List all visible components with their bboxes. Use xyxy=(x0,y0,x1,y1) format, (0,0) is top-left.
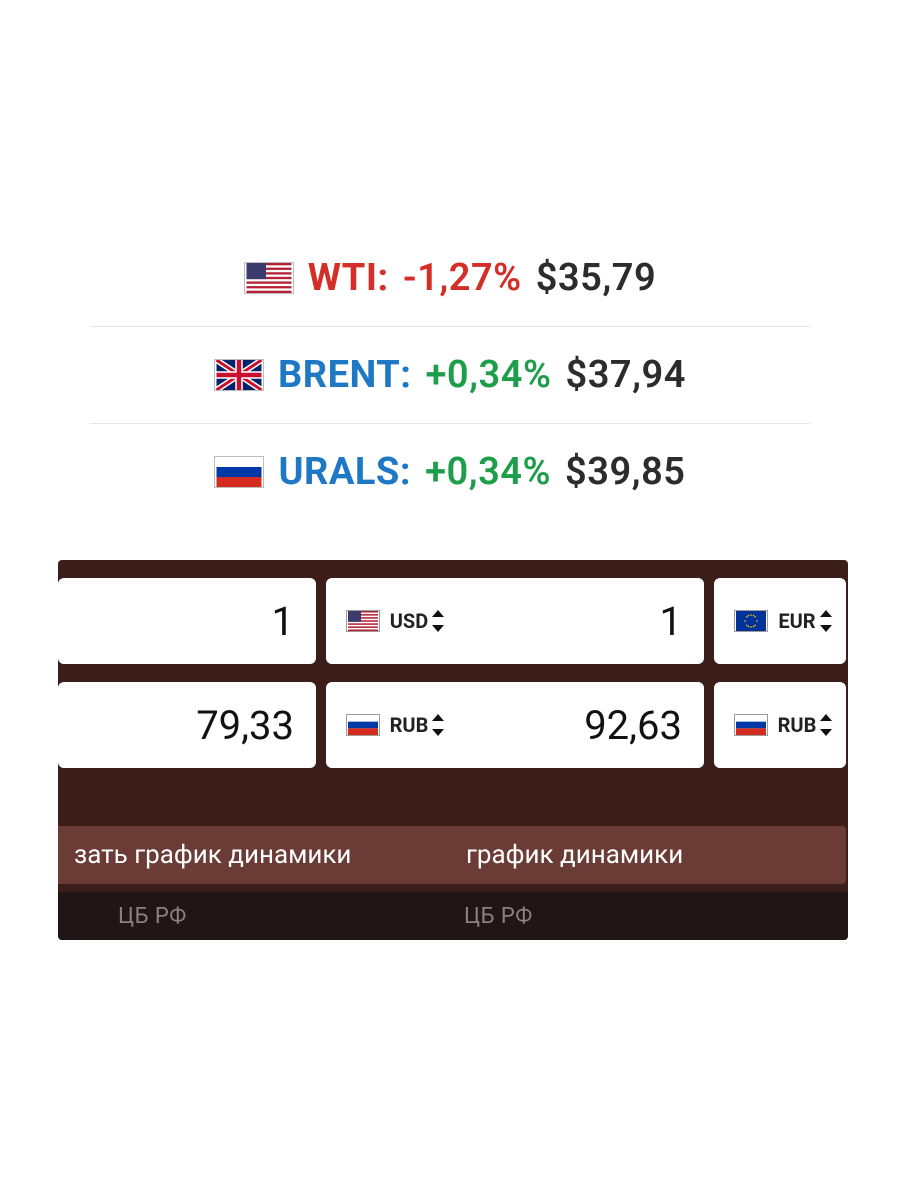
oil-row-urals[interactable]: URALS: +0,34% $39,85 xyxy=(90,424,810,520)
show-chart-button[interactable]: зать график динамики xyxy=(58,826,458,884)
oil-change: +0,34% xyxy=(426,353,552,397)
ru-flag-icon xyxy=(346,714,380,736)
to-currency-select[interactable]: RUB xyxy=(714,682,846,768)
currency-converter: 1 USD 79,33 RUB зать график динамики ЦБ … xyxy=(58,560,848,940)
oil-ticker: WTI: xyxy=(308,256,389,300)
to-amount-output[interactable]: 92,63 xyxy=(446,682,704,768)
from-currency-select[interactable]: EUR xyxy=(714,578,846,664)
from-currency-code: EUR xyxy=(778,609,815,633)
oil-price: $35,79 xyxy=(536,256,656,300)
from-amount-input[interactable]: 1 xyxy=(58,578,316,664)
oil-price: $39,85 xyxy=(565,450,685,494)
ru-flag-icon xyxy=(734,714,768,736)
converter-usd-rub: 1 USD 79,33 RUB зать график динамики ЦБ … xyxy=(58,560,474,940)
rate-source-label: ЦБ РФ xyxy=(58,892,474,940)
converter-eur-rub: 1 EUR 92,63 RUB график динамики ЦБ РФ xyxy=(446,560,848,940)
from-currency-select[interactable]: USD xyxy=(326,578,458,664)
oil-ticker: BRENT: xyxy=(278,353,412,397)
oil-row-brent[interactable]: BRENT: +0,34% $37,94 xyxy=(90,327,810,424)
oil-ticker: URALS: xyxy=(278,450,411,494)
from-amount-input[interactable]: 1 xyxy=(446,578,704,664)
to-amount-output[interactable]: 79,33 xyxy=(58,682,316,768)
oil-change: +0,34% xyxy=(425,450,551,494)
eu-flag-icon xyxy=(734,610,768,632)
show-chart-button[interactable]: график динамики xyxy=(446,826,846,884)
us-flag-icon xyxy=(346,610,380,632)
ru-flag-icon xyxy=(214,456,264,488)
oil-price-list: WTI: -1,27% $35,79 BRENT: +0,34% $37,94 … xyxy=(90,230,810,520)
oil-change: -1,27% xyxy=(403,256,522,300)
to-currency-select[interactable]: RUB xyxy=(326,682,458,768)
to-currency-code: RUB xyxy=(778,713,817,737)
us-flag-icon xyxy=(244,262,294,294)
from-currency-code: USD xyxy=(390,609,429,633)
oil-price: $37,94 xyxy=(566,353,686,397)
uk-flag-icon xyxy=(214,359,264,391)
to-currency-code: RUB xyxy=(390,713,429,737)
oil-row-wti[interactable]: WTI: -1,27% $35,79 xyxy=(90,230,810,327)
rate-source-label: ЦБ РФ xyxy=(446,892,848,940)
